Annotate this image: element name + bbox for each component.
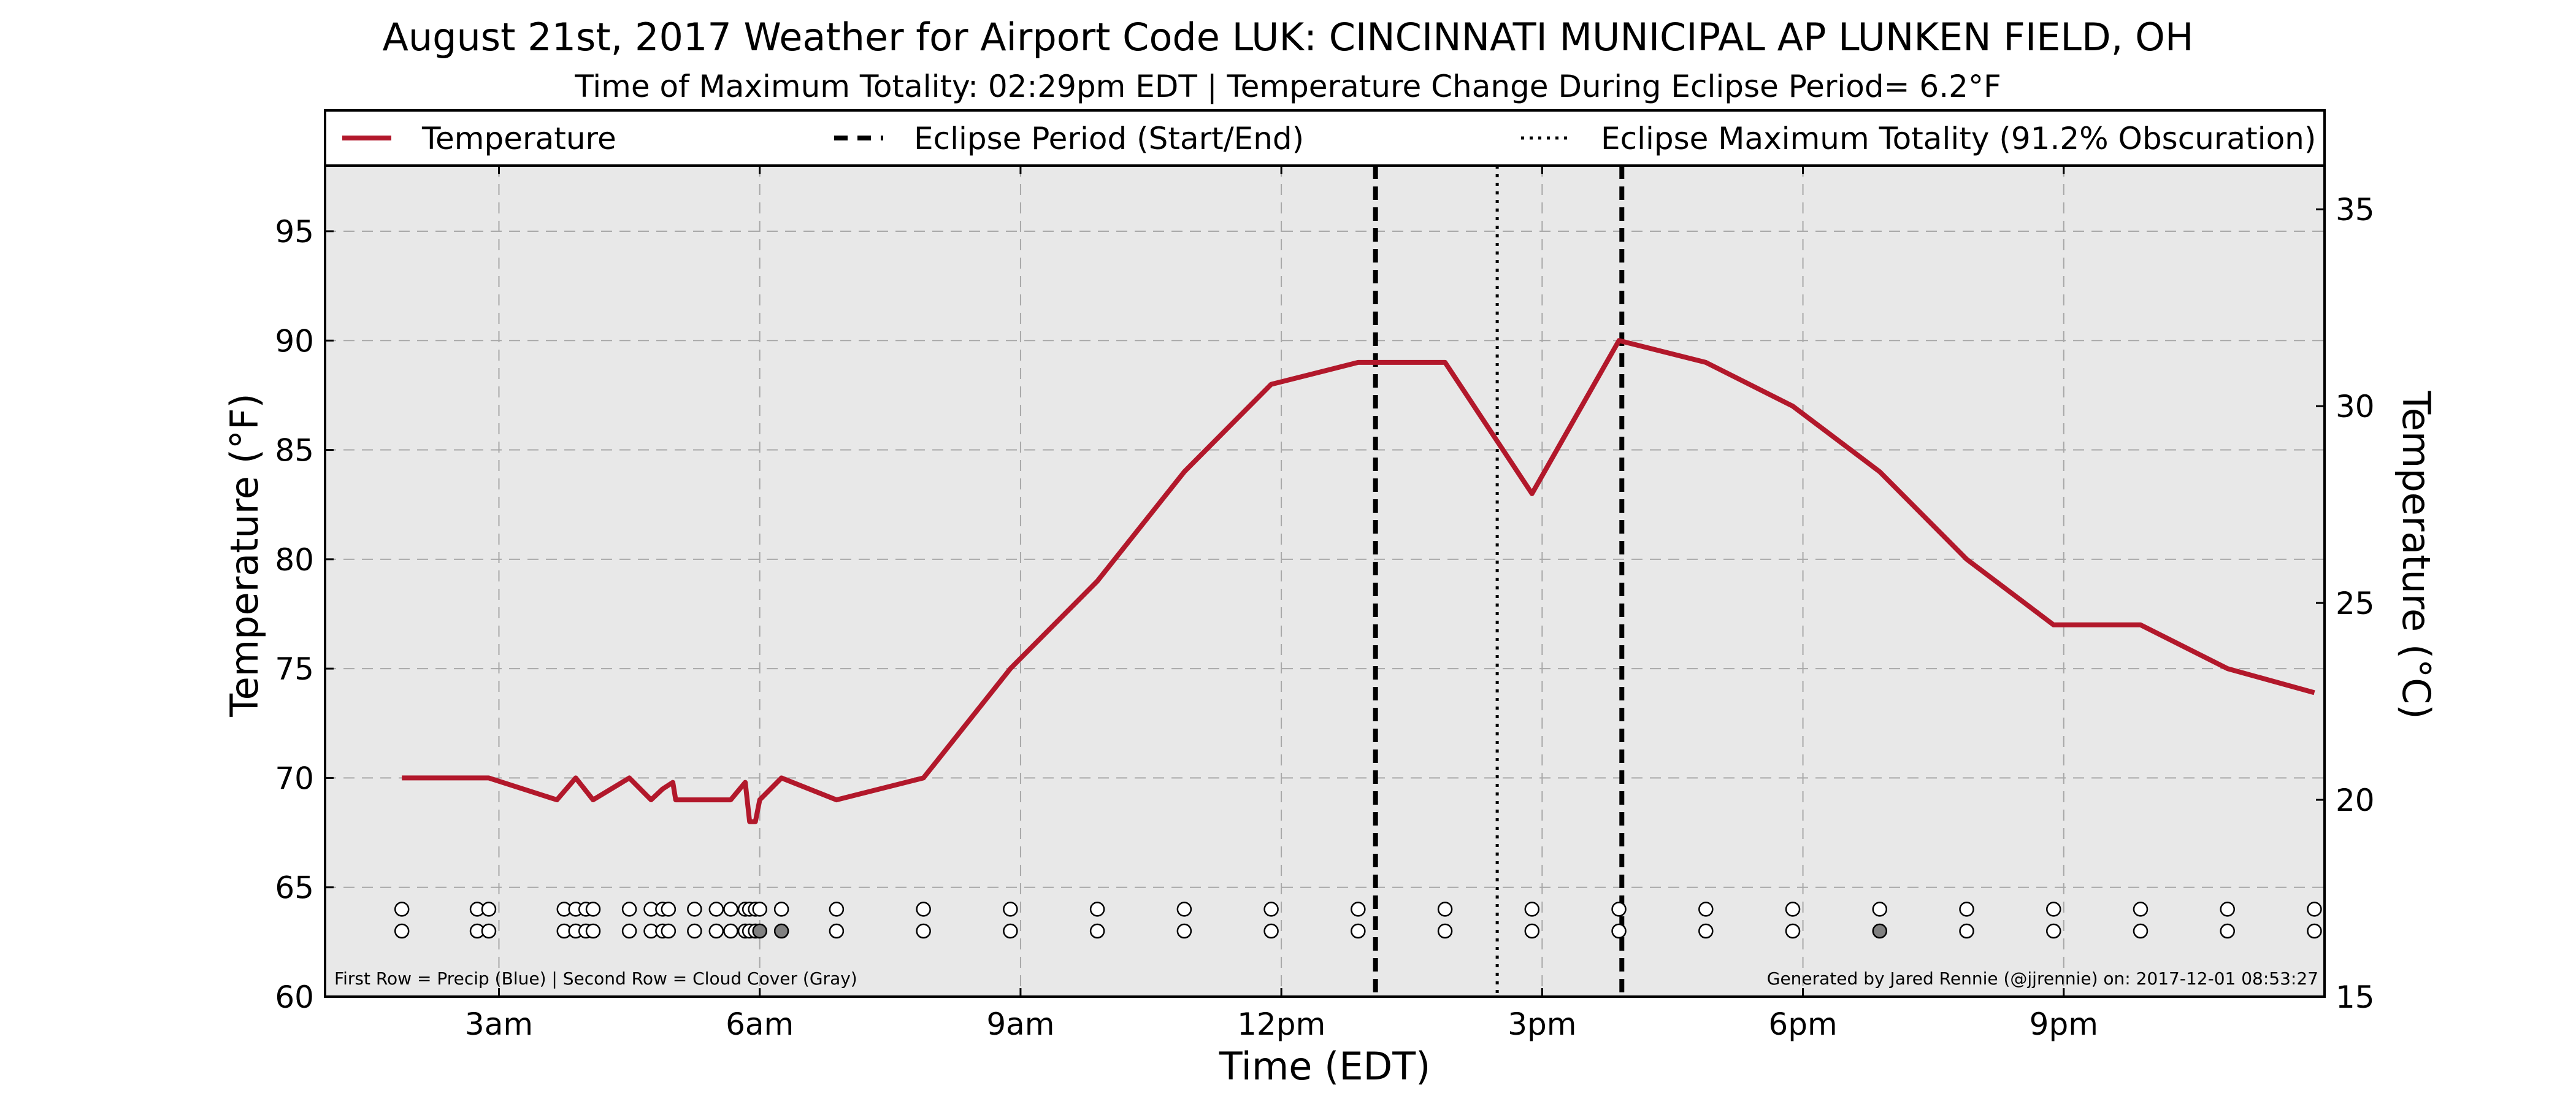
precip-marker xyxy=(2045,902,2061,917)
cloud-cover-marker xyxy=(661,923,677,939)
y-tick-label-left: 80 xyxy=(275,542,314,578)
cloud-cover-marker xyxy=(1437,923,1453,939)
cloud-cover-marker xyxy=(829,923,845,939)
y-axis-label-right: Temperature (°C) xyxy=(2394,390,2439,719)
precip-marker xyxy=(2307,902,2322,917)
temperature-series-line xyxy=(402,338,2315,824)
y-tick-label-left: 75 xyxy=(275,651,314,687)
y-tick-label-right: 35 xyxy=(2336,192,2375,228)
footnote-left: First Row = Precip (Blue) | Second Row =… xyxy=(334,968,857,989)
cloud-cover-marker xyxy=(773,923,789,939)
precip-marker xyxy=(1524,902,1540,917)
cloud-cover-marker xyxy=(394,923,410,939)
y-tick-label-right: 20 xyxy=(2336,783,2375,818)
y-tick-label-right: 15 xyxy=(2336,979,2375,1015)
x-tick-label: 9pm xyxy=(2030,1006,2098,1042)
y-axis-label-left: Temperature (°F) xyxy=(222,393,267,717)
cloud-cover-marker xyxy=(1872,923,1888,939)
precip-marker xyxy=(1959,902,1974,917)
precip-marker xyxy=(1003,902,1018,917)
y-tick-label-right: 30 xyxy=(2336,389,2375,424)
cloud-cover-marker xyxy=(916,923,931,939)
precip-marker xyxy=(394,902,410,917)
precip-marker xyxy=(1263,902,1279,917)
cloud-cover-marker xyxy=(2220,923,2235,939)
cloud-cover-marker xyxy=(1524,923,1540,939)
x-axis-label: Time (EDT) xyxy=(1219,1044,1431,1089)
cloud-cover-marker xyxy=(1176,923,1192,939)
precip-marker xyxy=(585,902,601,917)
precip-marker xyxy=(723,902,738,917)
precip-marker xyxy=(829,902,845,917)
cloud-cover-marker xyxy=(481,923,497,939)
y-tick-label-left: 65 xyxy=(275,870,314,906)
precip-marker xyxy=(1872,902,1888,917)
x-tick-label: 3am xyxy=(465,1006,533,1042)
precip-marker xyxy=(916,902,931,917)
precip-marker xyxy=(2133,902,2149,917)
cloud-cover-marker xyxy=(1611,923,1627,939)
precip-marker xyxy=(752,902,767,917)
precip-marker xyxy=(1611,902,1627,917)
precip-marker xyxy=(661,902,677,917)
precip-marker xyxy=(708,902,724,917)
legend-box xyxy=(324,109,2326,167)
chart-subtitle: Time of Maximum Totality: 02:29pm EDT | … xyxy=(574,69,2001,104)
y-tick-label-left: 60 xyxy=(275,979,314,1015)
cloud-cover-marker xyxy=(708,923,724,939)
cloud-cover-marker xyxy=(2045,923,2061,939)
precip-marker xyxy=(1437,902,1453,917)
cloud-cover-marker xyxy=(1089,923,1105,939)
y-tick-label-left: 85 xyxy=(275,433,314,469)
cloud-cover-marker xyxy=(1351,923,1366,939)
cloud-cover-marker xyxy=(1263,923,1279,939)
cloud-cover-marker xyxy=(687,923,702,939)
x-tick-label: 12pm xyxy=(1237,1006,1325,1042)
footnote-right: Generated by Jared Rennie (@jjrennie) on… xyxy=(1767,968,2318,989)
x-tick-label: 9am xyxy=(986,1006,1054,1042)
cloud-cover-marker xyxy=(723,923,738,939)
cloud-cover-marker xyxy=(1003,923,1018,939)
precip-marker xyxy=(481,902,497,917)
cloud-cover-marker xyxy=(621,923,637,939)
x-tick-label: 6pm xyxy=(1768,1006,1837,1042)
cloud-cover-marker xyxy=(1785,923,1801,939)
cloud-cover-marker xyxy=(1698,923,1714,939)
x-tick-label: 3pm xyxy=(1508,1006,1576,1042)
y-tick-label-left: 90 xyxy=(275,323,314,359)
cloud-cover-marker xyxy=(585,923,601,939)
cloud-cover-marker xyxy=(1959,923,1974,939)
precip-marker xyxy=(1785,902,1801,917)
chart-title: August 21st, 2017 Weather for Airport Co… xyxy=(382,15,2193,59)
y-tick-label-left: 70 xyxy=(275,761,314,796)
precip-marker xyxy=(773,902,789,917)
precip-marker xyxy=(1698,902,1714,917)
y-tick-label-right: 25 xyxy=(2336,586,2375,621)
precip-marker xyxy=(687,902,702,917)
precip-marker xyxy=(1176,902,1192,917)
y-tick-label-left: 95 xyxy=(275,214,314,250)
legend-eclipse-max-label: Eclipse Maximum Totality (91.2% Obscurat… xyxy=(1601,121,2316,156)
cloud-cover-marker xyxy=(752,923,767,939)
precip-marker xyxy=(2220,902,2235,917)
cloud-cover-marker xyxy=(2307,923,2322,939)
precip-marker xyxy=(1089,902,1105,917)
plot-area xyxy=(325,166,2325,997)
legend-temperature-label: Temperature xyxy=(421,121,616,156)
x-tick-label: 6am xyxy=(726,1006,794,1042)
precip-marker xyxy=(621,902,637,917)
precip-marker xyxy=(1351,902,1366,917)
legend-eclipse-period-label: Eclipse Period (Start/End) xyxy=(914,121,1304,156)
cloud-cover-marker xyxy=(2133,923,2149,939)
